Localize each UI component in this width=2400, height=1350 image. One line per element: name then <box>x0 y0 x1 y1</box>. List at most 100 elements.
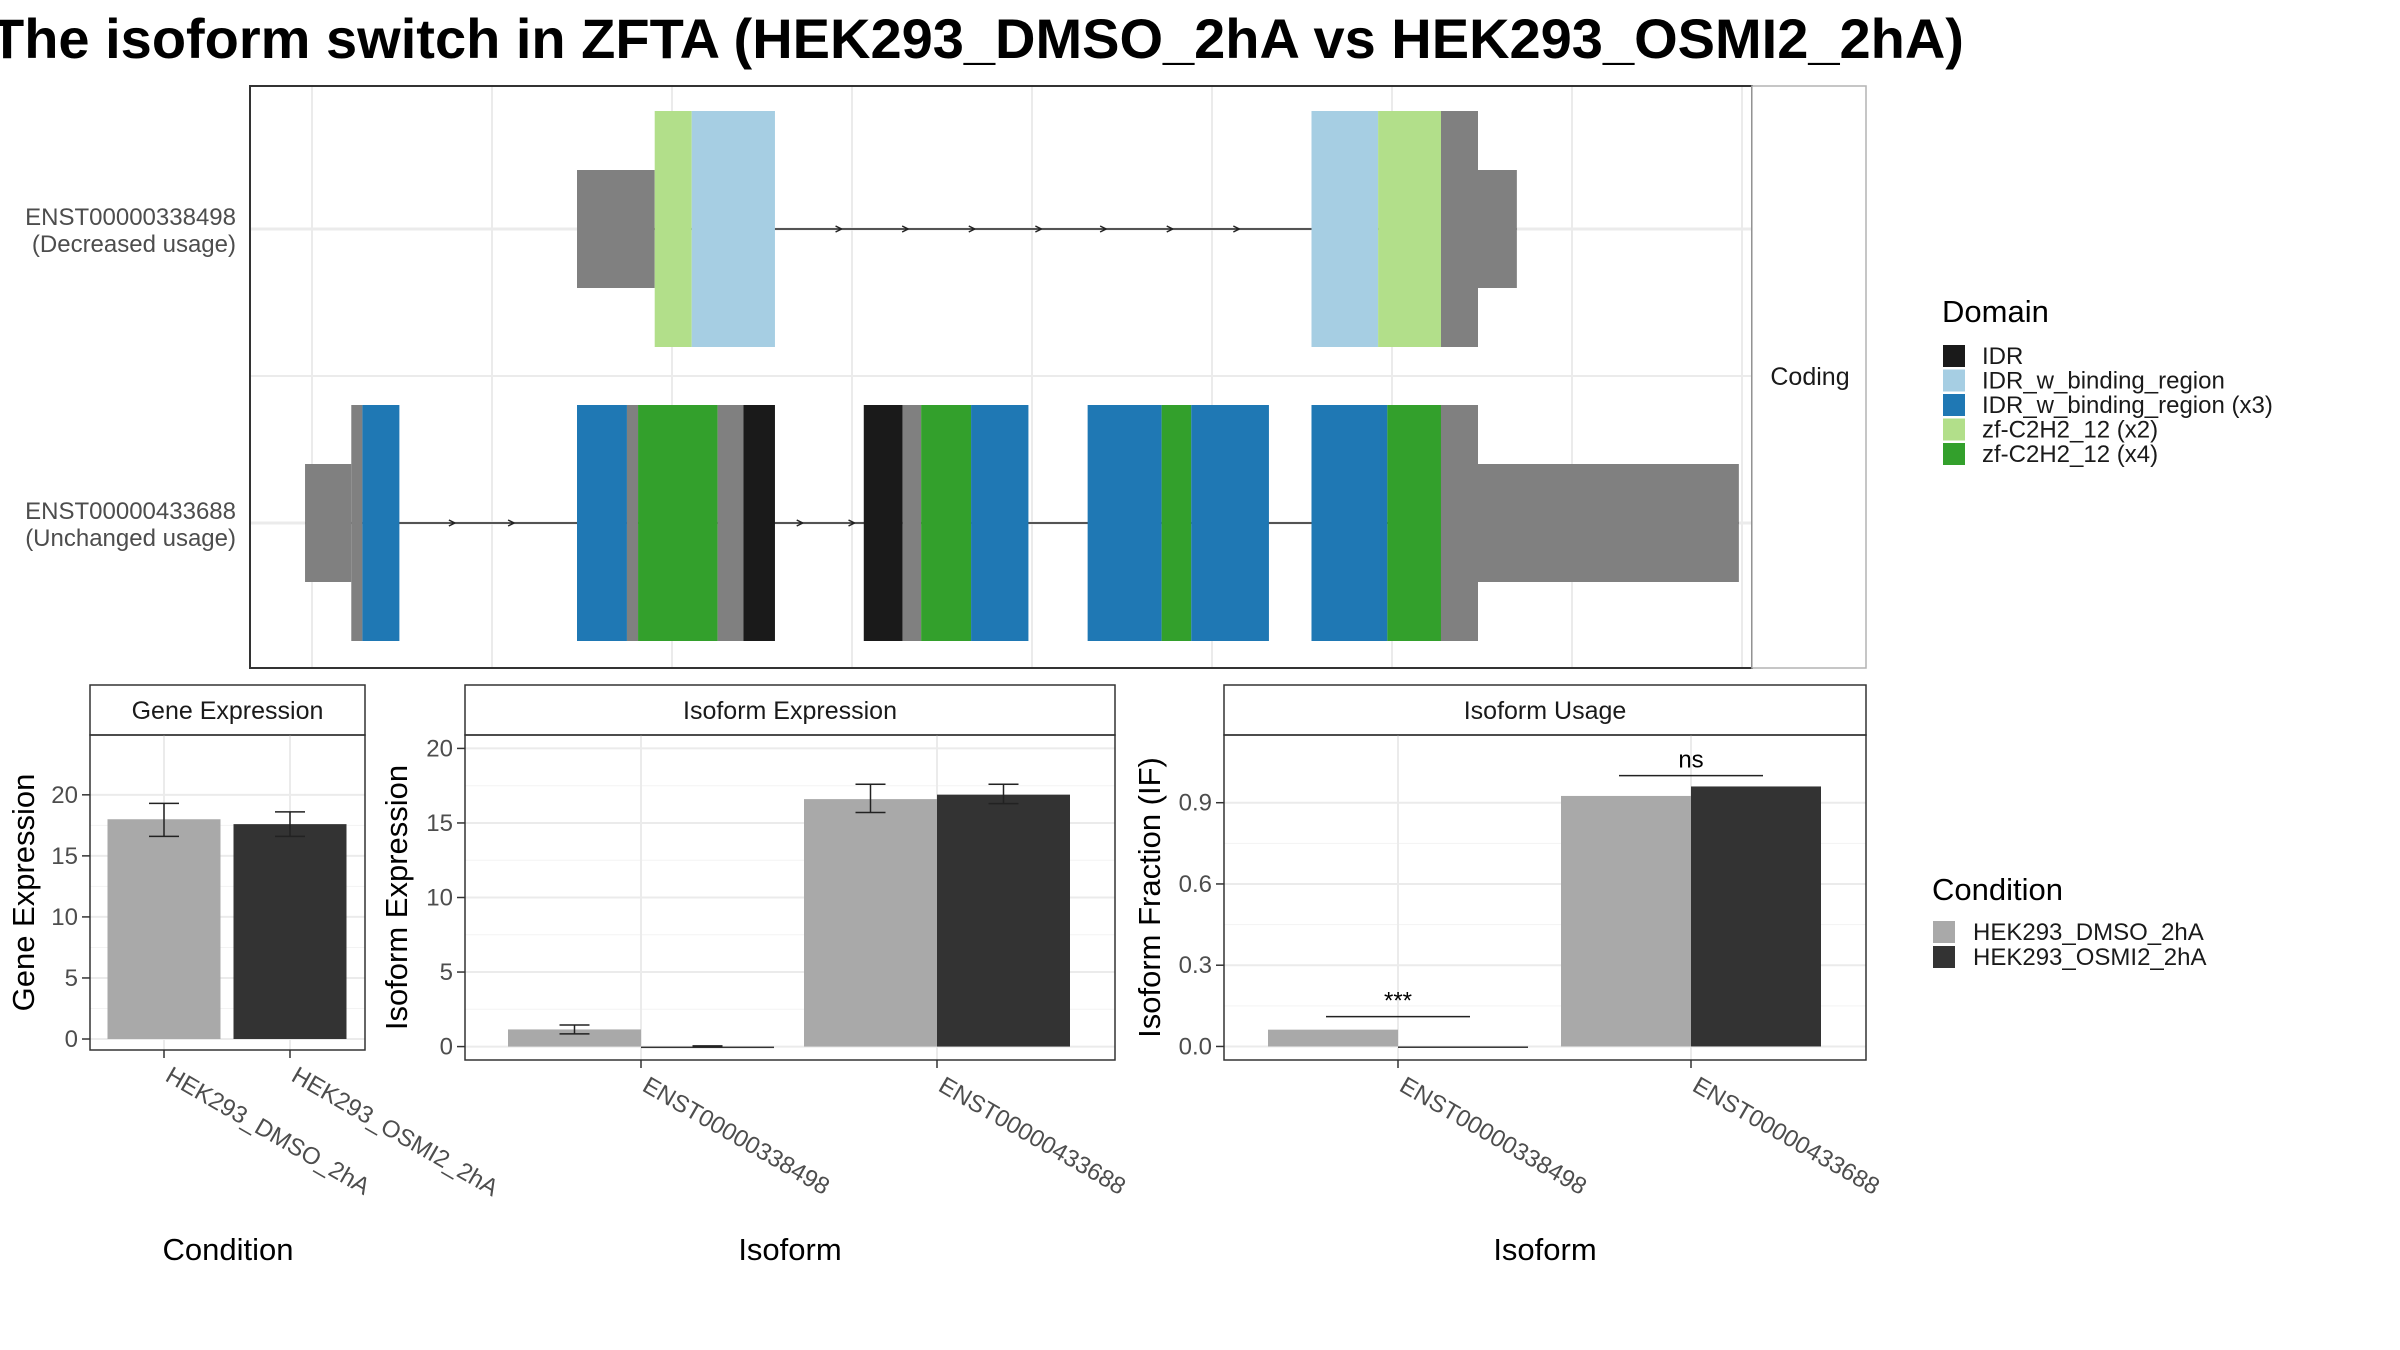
y-tick-label: 0.0 <box>1179 1033 1212 1060</box>
exon-segment <box>863 405 903 641</box>
x-tick-label: HEK293_DMSO_2hA <box>161 1062 374 1201</box>
intron-arrow <box>901 225 910 233</box>
y-tick-label: 15 <box>426 810 453 837</box>
exon-segment <box>1378 111 1441 347</box>
intron-arrow <box>848 519 857 527</box>
y-tick-label: 5 <box>440 959 453 986</box>
isoform-label: ENST00000338498 <box>25 204 236 231</box>
exon-segment <box>1191 405 1269 641</box>
exon-segment <box>362 405 400 641</box>
exon-segment <box>1087 405 1162 641</box>
legend-key <box>1943 345 1965 367</box>
intron-arrow <box>796 519 805 527</box>
panel-border <box>89 734 366 1051</box>
panel-strip <box>464 684 1116 736</box>
exon-segment <box>1387 405 1441 641</box>
bar <box>804 799 937 1047</box>
bar <box>1561 795 1691 1047</box>
bar <box>937 794 1070 1047</box>
legend-item: IDR_w_binding_region (x3) <box>1982 392 2273 419</box>
exon-segment <box>351 405 363 641</box>
legend-item: HEK293_DMSO_2hA <box>1973 919 2204 946</box>
exon-segment <box>1440 111 1478 347</box>
exon-segment <box>638 405 718 641</box>
isoform-usage-label: (Decreased usage) <box>32 231 236 258</box>
intron-arrow <box>1035 225 1044 233</box>
intron-arrow <box>968 225 977 233</box>
legend-key <box>1943 443 1965 465</box>
legend-item: IDR <box>1982 343 2023 370</box>
strip-coding <box>1751 85 1867 669</box>
exon-segment <box>921 405 972 641</box>
legend-item: zf-C2H2_12 (x2) <box>1982 417 2158 444</box>
significance-label: ns <box>1678 747 1703 774</box>
legend-key <box>1943 418 1965 441</box>
gene-expression-panel: Gene Expression 0 5 10 15 20 HEK293_DMSO_2hAHE… <box>6 684 503 1267</box>
exon-segment <box>1311 111 1379 347</box>
exon-segment <box>654 111 692 347</box>
bar <box>1268 1029 1398 1047</box>
legend-item: zf-C2H2_12 (x4) <box>1982 441 2158 468</box>
x-tick-label: HEK293_OSMI2_2hA <box>287 1062 503 1202</box>
significance-label: *** <box>1384 988 1412 1015</box>
exon-segment <box>1311 405 1388 641</box>
panel-title: Gene Expression <box>132 697 324 725</box>
y-tick-label: 5 <box>65 965 78 992</box>
isoform-usage-label: (Unchanged usage) <box>25 525 236 552</box>
intron-arrow <box>448 519 457 527</box>
legend-key <box>1933 921 1955 943</box>
exon-segment <box>1478 170 1517 288</box>
y-axis-title: Isoform Fraction (IF) <box>1132 757 1167 1038</box>
legend-title: Domain <box>1942 294 2049 329</box>
figure-title: The isoform switch in ZFTA (HEK293_DMSO_… <box>0 7 1964 70</box>
legend-key <box>1933 946 1955 968</box>
strip-label: Coding <box>1770 363 1849 391</box>
x-tick-label: ENST00000433688 <box>934 1072 1130 1201</box>
bar <box>233 824 347 1040</box>
y-axis-title: Gene Expression <box>6 774 41 1012</box>
x-tick-label: ENST00000433688 <box>1688 1072 1884 1201</box>
isoform-structure-panel: ENST00000338498(Decreased usage) ENST0000… <box>25 85 1867 669</box>
y-tick-label: 0.9 <box>1179 790 1212 817</box>
x-axis-title: Condition <box>163 1232 294 1267</box>
isoform-label: ENST00000433688 <box>25 498 236 525</box>
exon-segment <box>743 405 775 641</box>
exon-segment <box>1440 405 1478 641</box>
bar <box>107 819 221 1040</box>
legend-key <box>1943 394 1965 416</box>
y-tick-label: 10 <box>426 885 453 912</box>
intron-arrow <box>1099 225 1108 233</box>
y-tick-label: 0 <box>65 1026 78 1053</box>
y-tick-label: 10 <box>51 904 78 931</box>
y-tick-label: 20 <box>51 782 78 809</box>
bar <box>1691 786 1821 1047</box>
exon-segment <box>902 405 922 641</box>
exon-segment <box>305 464 352 582</box>
y-axis-title: Isoform Expression <box>379 765 414 1030</box>
y-tick-label: 0.6 <box>1179 871 1212 898</box>
x-tick-label: ENST00000338498 <box>638 1072 834 1201</box>
y-tick-label: 0 <box>440 1034 453 1061</box>
x-axis-title: Isoform <box>1493 1232 1596 1267</box>
exon-segment <box>577 405 627 641</box>
domain-legend: Domain IDRIDR_w_binding_regionIDR_w_bindi… <box>1942 294 2273 468</box>
legend-item: IDR_w_binding_region <box>1982 368 2225 395</box>
intron-arrow <box>1166 225 1175 233</box>
x-axis-title: Isoform <box>738 1232 841 1267</box>
exon-segment <box>577 170 655 288</box>
bar <box>1398 1046 1528 1048</box>
legend-key <box>1943 369 1965 392</box>
y-tick-label: 0.3 <box>1179 952 1212 979</box>
intron-arrow <box>507 519 516 527</box>
intron-arrow <box>835 225 844 233</box>
exon-segment <box>717 405 744 641</box>
y-tick-label: 15 <box>51 843 78 870</box>
panel-title: Isoform Usage <box>1464 697 1627 725</box>
x-tick-label: ENST00000338498 <box>1395 1072 1591 1201</box>
exon-segment <box>1161 405 1192 641</box>
legend-title: Condition <box>1932 872 2063 907</box>
panel-border <box>1223 734 1867 1061</box>
y-tick-label: 20 <box>426 735 453 762</box>
